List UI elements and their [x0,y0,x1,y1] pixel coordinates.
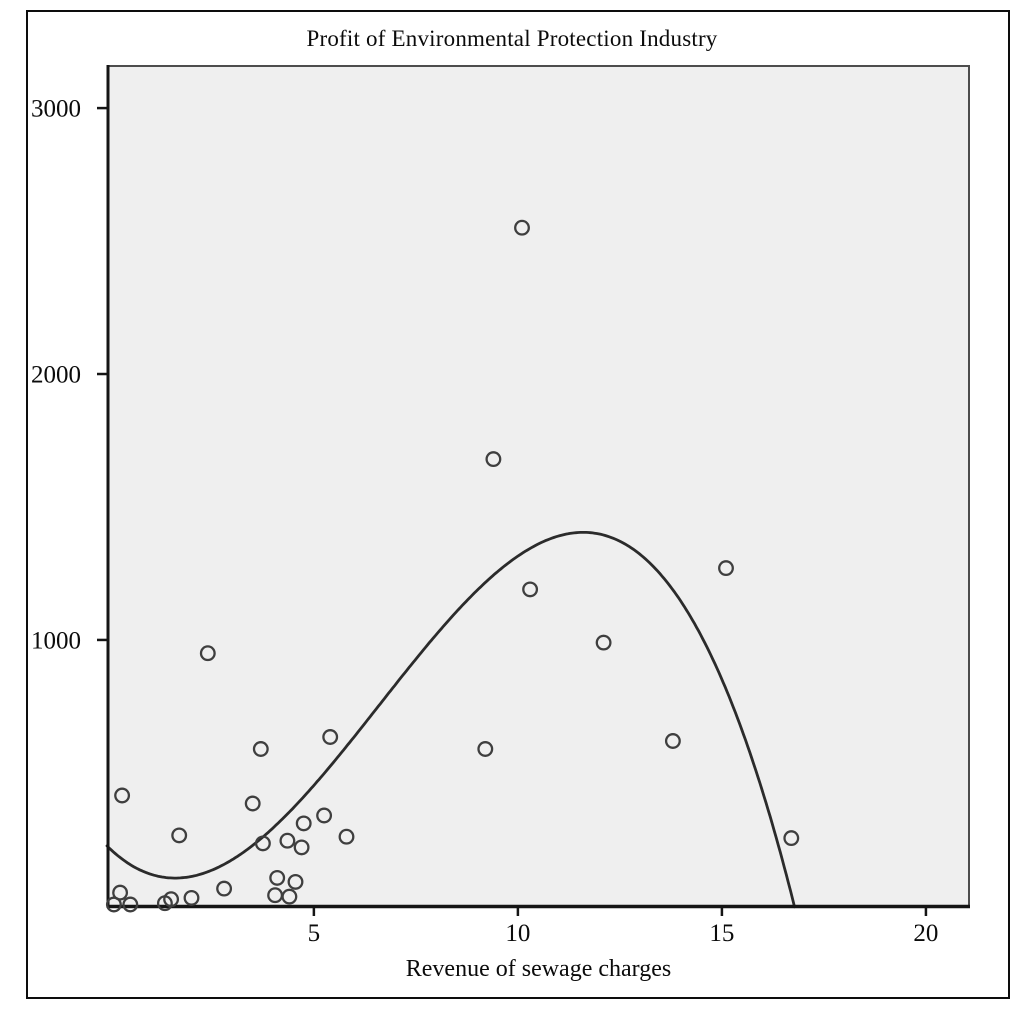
y-tick-label: 2000 [31,362,81,389]
x-tick-label: 5 [308,920,321,947]
data-point [281,888,298,905]
data-point [122,896,139,913]
x-axis-label: Revenue of sewage charges [405,956,672,982]
chart-title: Profit of Environmental Protection Indus… [306,26,718,51]
data-point [718,560,734,577]
data-point [105,896,122,913]
data-point [322,729,339,745]
y-tick-label: 1000 [31,627,81,654]
data-point [199,645,216,662]
data-point [293,839,310,856]
data-point [279,832,296,849]
x-tick-label: 20 [913,920,938,947]
data-point [522,581,539,598]
data-point [295,815,312,832]
data-point [252,741,269,757]
data-point [114,787,131,804]
data-point [112,884,129,901]
data-point [485,451,502,468]
data-point [183,889,200,906]
data-point [269,869,286,886]
data-point [664,733,681,749]
data-point [783,830,800,847]
data-point [163,891,180,908]
data-point [216,880,233,897]
data-point [595,634,612,651]
data-point [287,873,304,890]
data-point [254,835,271,852]
data-point [477,741,494,757]
data-point [244,795,261,812]
x-tick-label: 10 [505,920,530,947]
fit-curve [105,531,796,909]
data-point [514,219,530,236]
x-tick-label: 15 [709,920,734,947]
data-point [338,828,355,845]
plot-area [107,65,970,908]
data-point [171,827,188,844]
data-point [316,807,333,824]
y-tick-label: 3000 [31,96,81,123]
